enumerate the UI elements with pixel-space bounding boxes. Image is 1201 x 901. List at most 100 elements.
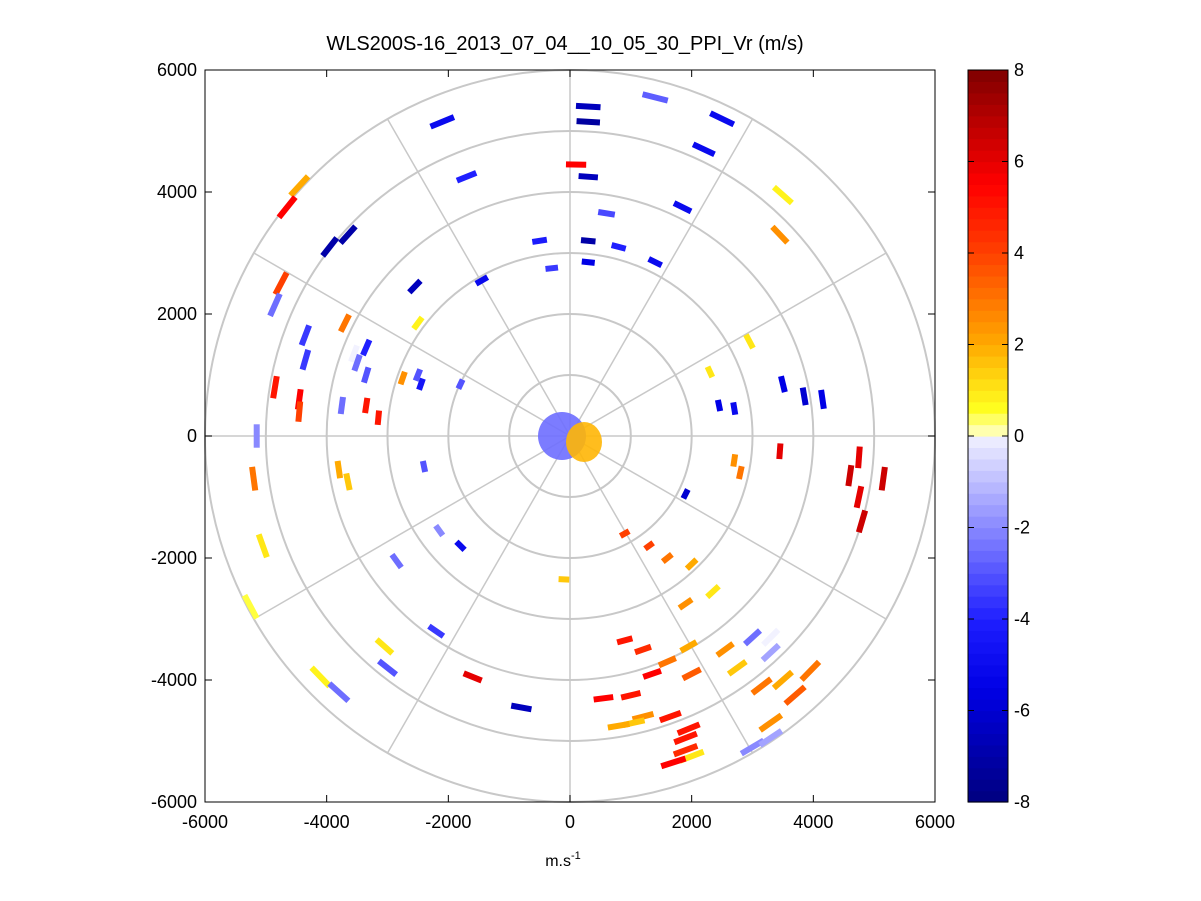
y-tick-label: -4000	[151, 670, 197, 690]
colorbar-cell	[968, 424, 1008, 437]
colorbar-cell	[968, 504, 1008, 517]
colorbar-ticks: -8 -6 -4 -2 0 2 4 6 8	[968, 60, 1030, 812]
velocity-segment	[427, 623, 446, 639]
velocity-segment	[610, 242, 627, 252]
velocity-segment	[679, 639, 698, 654]
colorbar-cell	[968, 81, 1008, 94]
velocity-segment	[454, 539, 467, 553]
colorbar-tick-label: -6	[1014, 701, 1030, 721]
velocity-segment	[855, 509, 869, 534]
colorbar-cell	[968, 527, 1008, 540]
velocity-segment	[407, 278, 423, 295]
velocity-segment	[298, 324, 312, 347]
velocity-segment	[455, 378, 466, 390]
velocity-segment	[715, 641, 735, 658]
velocity-segment	[327, 681, 351, 704]
colorbar-cell	[968, 516, 1008, 529]
velocity-segment	[351, 353, 363, 372]
y-tick-label: 6000	[157, 60, 197, 80]
velocity-segment	[676, 721, 701, 737]
velocity-segment	[672, 743, 699, 758]
velocity-segment	[673, 730, 698, 746]
colorbar-cell	[968, 493, 1008, 506]
velocity-segment	[433, 523, 446, 538]
velocity-segment	[374, 637, 395, 656]
colorbar-tick-label: 6	[1014, 152, 1024, 172]
velocity-segment	[761, 627, 781, 647]
y-tick-label: 2000	[157, 304, 197, 324]
colorbar-cell	[968, 401, 1008, 414]
velocity-segment	[474, 274, 490, 287]
velocity-segment	[758, 728, 784, 748]
velocity-segment	[360, 338, 373, 357]
y-tick-label: -6000	[151, 792, 197, 812]
velocity-segment	[249, 466, 259, 491]
velocity-segment	[309, 665, 332, 689]
velocity-segment	[295, 401, 304, 422]
velocity-segment	[455, 170, 478, 184]
colorbar-cell	[968, 790, 1008, 803]
colorbar-tick-label: 4	[1014, 243, 1024, 263]
x-axis-ticks: -6000 -4000 -2000 0 2000 4000 6000	[182, 70, 955, 832]
velocity-segment	[704, 365, 716, 379]
velocity-segment	[578, 173, 599, 181]
velocity-segment	[270, 375, 280, 399]
near-range-cluster-positive	[566, 422, 602, 462]
colorbar-cell	[968, 573, 1008, 586]
colorbar-cell	[968, 687, 1008, 700]
velocity-segment	[778, 375, 788, 393]
velocity-segment	[288, 174, 311, 198]
y-tick-label: -2000	[151, 548, 197, 568]
x-axis-label: m.s-1	[545, 850, 581, 870]
x-tick-label: 6000	[915, 812, 955, 832]
velocity-segment	[531, 236, 548, 245]
colorbar-cell	[968, 470, 1008, 483]
velocity-segment	[267, 292, 283, 318]
velocity-segment	[680, 488, 691, 500]
colorbar-cell	[968, 253, 1008, 266]
y-axis-ticks: -6000 -4000 -2000 0 2000 4000 6000	[151, 60, 935, 812]
velocity-segment	[742, 628, 763, 647]
colorbar-cell	[968, 721, 1008, 734]
velocity-segment	[618, 528, 631, 539]
colorbar-cell	[968, 744, 1008, 757]
velocity-segment	[416, 377, 426, 391]
colorbar-cell	[968, 275, 1008, 288]
velocity-segment	[641, 91, 669, 104]
velocity-segment	[771, 184, 794, 206]
colorbar-cell	[968, 230, 1008, 243]
colorbar-cell	[968, 779, 1008, 792]
velocity-segment	[658, 710, 682, 724]
velocity-segment	[241, 593, 260, 620]
velocity-segment	[276, 195, 298, 220]
velocity-segment	[607, 720, 630, 731]
colorbar: -8 -6 -4 -2 0 2 4 6 8	[967, 60, 1030, 812]
velocity-segment	[545, 264, 559, 272]
velocity-segment	[691, 141, 716, 158]
velocity-segment	[634, 643, 652, 656]
colorbar-tick-label: -4	[1014, 609, 1030, 629]
velocity-segment	[730, 401, 739, 416]
velocity-segment	[750, 676, 773, 696]
velocity-segment	[337, 396, 346, 415]
colorbar-cell	[968, 630, 1008, 643]
colorbar-tick-label: 2	[1014, 335, 1024, 355]
colorbar-cell	[968, 115, 1008, 128]
colorbar-cell	[968, 150, 1008, 163]
velocity-segment	[299, 349, 312, 371]
velocity-segment	[853, 485, 865, 509]
colorbar-cell	[968, 550, 1008, 563]
velocity-segment	[818, 389, 827, 410]
spoke-30	[569, 252, 887, 437]
plot-area: -6000 -4000 -2000 0 2000 4000 6000 -6000 -4000 -…	[151, 60, 955, 832]
velocity-segment	[642, 667, 662, 680]
colorbar-cell	[968, 756, 1008, 769]
colorbar-cell	[968, 310, 1008, 323]
spoke-150	[253, 252, 571, 437]
velocity-segment	[672, 200, 693, 215]
velocity-segment	[845, 464, 855, 487]
velocity-segment	[660, 755, 687, 770]
velocity-segment	[616, 635, 634, 646]
velocity-segment	[770, 224, 790, 245]
